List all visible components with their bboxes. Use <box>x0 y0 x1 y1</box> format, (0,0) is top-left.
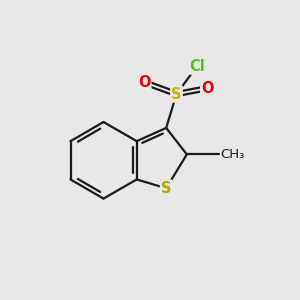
Text: O: O <box>201 81 214 96</box>
Text: S: S <box>161 181 171 196</box>
Text: S: S <box>171 87 182 102</box>
Text: O: O <box>138 75 150 90</box>
Text: CH₃: CH₃ <box>221 148 245 161</box>
Text: Cl: Cl <box>189 58 205 74</box>
